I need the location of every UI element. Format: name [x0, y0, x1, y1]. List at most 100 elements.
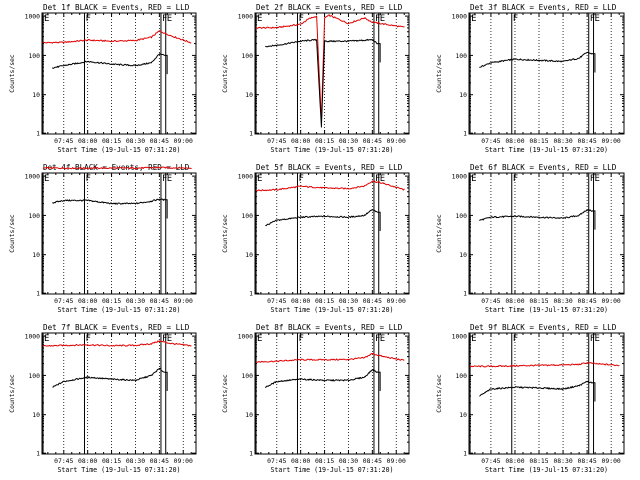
flag-label: F	[162, 174, 167, 184]
series-line-lld	[255, 353, 405, 363]
detector-panel-7: Det 7f BLACK = Events, RED = LLD 1 10 100 10…	[8, 323, 197, 474]
y-tick-label: 100	[241, 52, 253, 60]
x-tick-label: 08:15	[315, 297, 334, 305]
x-tick-label: 09:00	[602, 457, 621, 465]
x-tick-label: 08:45	[150, 297, 169, 305]
y-axis-label: Counts/sec	[8, 374, 16, 413]
plot-frame	[468, 12, 625, 135]
x-tick-label: 08:30	[126, 457, 145, 465]
x-axis-label: Start Time (19-Jul-15 07:31:20)	[270, 466, 393, 474]
y-tick-label: 1	[463, 450, 467, 458]
y-tick-label: 100	[241, 212, 253, 220]
flag-label: E	[44, 174, 49, 184]
series-line-events	[479, 209, 593, 221]
x-tick-label: 08:15	[529, 297, 548, 305]
x-tick-label: 08:45	[150, 137, 169, 145]
x-tick-label: 08:45	[363, 297, 382, 305]
x-tick-label: 08:15	[315, 137, 334, 145]
x-tick-label: 08:45	[150, 457, 169, 465]
y-tick-label: 100	[28, 52, 40, 60]
y-tick-label: 100	[455, 212, 467, 220]
series-line-lld	[255, 14, 405, 123]
flag-label: E	[380, 174, 385, 184]
x-tick-label: 08:00	[505, 297, 524, 305]
panel-title: Det 4f BLACK = Events, RED = LLD	[43, 163, 190, 172]
x-tick-label: 09:00	[387, 457, 406, 465]
y-tick-label: 10	[245, 411, 253, 419]
flag-label: F	[513, 174, 518, 184]
detector-panel-2: Det 2f BLACK = Events, RED = LLD 1 10 100 10…	[221, 3, 410, 154]
panel-title: Det 5f BLACK = Events, RED = LLD	[256, 163, 403, 172]
series-line-lld	[255, 180, 405, 192]
x-axis-label: Start Time (19-Jul-15 07:31:20)	[57, 146, 180, 154]
x-tick-label: 07:45	[54, 137, 73, 145]
flag-label: E	[257, 334, 262, 344]
panel-title: Det 6f BLACK = Events, RED = LLD	[470, 163, 617, 172]
detector-panel-8: Det 8f BLACK = Events, RED = LLD 1 10 100 10…	[221, 323, 410, 474]
detector-panel-4: Det 4f BLACK = Events, RED = LLD 1 10 100 10…	[8, 163, 197, 314]
plot-frame	[41, 172, 197, 295]
y-axis-label: Counts/sec	[221, 374, 229, 413]
x-tick-label: 08:00	[78, 137, 97, 145]
series-line-events	[265, 369, 378, 388]
x-tick-label: 08:00	[78, 297, 97, 305]
flag-label: F	[85, 174, 90, 184]
series-line-events	[52, 53, 165, 69]
x-tick-label: 08:30	[553, 297, 572, 305]
y-tick-label: 10	[459, 411, 467, 419]
flag-label: E	[595, 174, 600, 184]
flag-label: E	[595, 14, 600, 24]
y-tick-label: 100	[455, 372, 467, 380]
y-tick-label: 1000	[452, 173, 468, 181]
x-tick-label: 07:45	[481, 457, 500, 465]
flag-label: F	[590, 174, 595, 184]
y-tick-label: 1000	[238, 173, 254, 181]
flag-label: F	[298, 174, 303, 184]
x-tick-label: 08:15	[102, 457, 121, 465]
panel-title: Det 7f BLACK = Events, RED = LLD	[43, 323, 190, 332]
series-end-hook	[377, 371, 381, 392]
flag-label: F	[162, 14, 167, 24]
flag-label: F	[298, 14, 303, 24]
y-tick-label: 1	[249, 290, 253, 298]
detector-panel-9: Det 9f BLACK = Events, RED = LLD 1 10 100 10…	[435, 323, 625, 474]
x-tick-label: 08:15	[529, 137, 548, 145]
x-axis-label: Start Time (19-Jul-15 07:31:20)	[270, 146, 393, 154]
x-tick-label: 08:30	[553, 457, 572, 465]
series-line-lld	[42, 30, 192, 44]
y-tick-label: 1000	[238, 333, 254, 341]
y-tick-label: 100	[28, 372, 40, 380]
panel-title: Det 1f BLACK = Events, RED = LLD	[43, 3, 190, 12]
x-axis-label: Start Time (19-Jul-15 07:31:20)	[485, 306, 608, 314]
x-tick-label: 08:30	[126, 297, 145, 305]
x-tick-label: 09:00	[387, 137, 406, 145]
series-end-hook	[377, 211, 381, 232]
x-tick-label: 08:00	[505, 457, 524, 465]
x-tick-label: 09:00	[174, 457, 193, 465]
plot-frame	[254, 12, 410, 135]
flag-label: F	[85, 14, 90, 24]
x-tick-label: 08:45	[363, 137, 382, 145]
x-tick-label: 08:00	[505, 137, 524, 145]
y-tick-label: 1	[36, 450, 40, 458]
flag-label: F	[375, 174, 380, 184]
flag-label: F	[513, 334, 518, 344]
x-tick-label: 08:15	[102, 137, 121, 145]
series-end-hook	[591, 382, 596, 402]
y-tick-label: 1	[249, 450, 253, 458]
x-tick-label: 08:30	[339, 297, 358, 305]
series-line-events	[265, 208, 378, 227]
x-tick-label: 07:45	[481, 137, 500, 145]
y-axis-label: Counts/sec	[8, 214, 16, 253]
flag-label: E	[257, 14, 262, 24]
detector-panel-3: Det 3f BLACK = Events, RED = LLD 1 10 100 10…	[435, 3, 625, 154]
flag-label: F	[590, 14, 595, 24]
flag-label: F	[298, 334, 303, 344]
series-end-hook	[164, 54, 168, 75]
flag-label: F	[375, 14, 380, 24]
x-tick-label: 08:00	[291, 297, 310, 305]
flag-label: E	[44, 14, 49, 24]
flag-label: E	[167, 334, 172, 344]
y-tick-label: 10	[32, 91, 40, 99]
y-tick-label: 1000	[25, 333, 41, 341]
